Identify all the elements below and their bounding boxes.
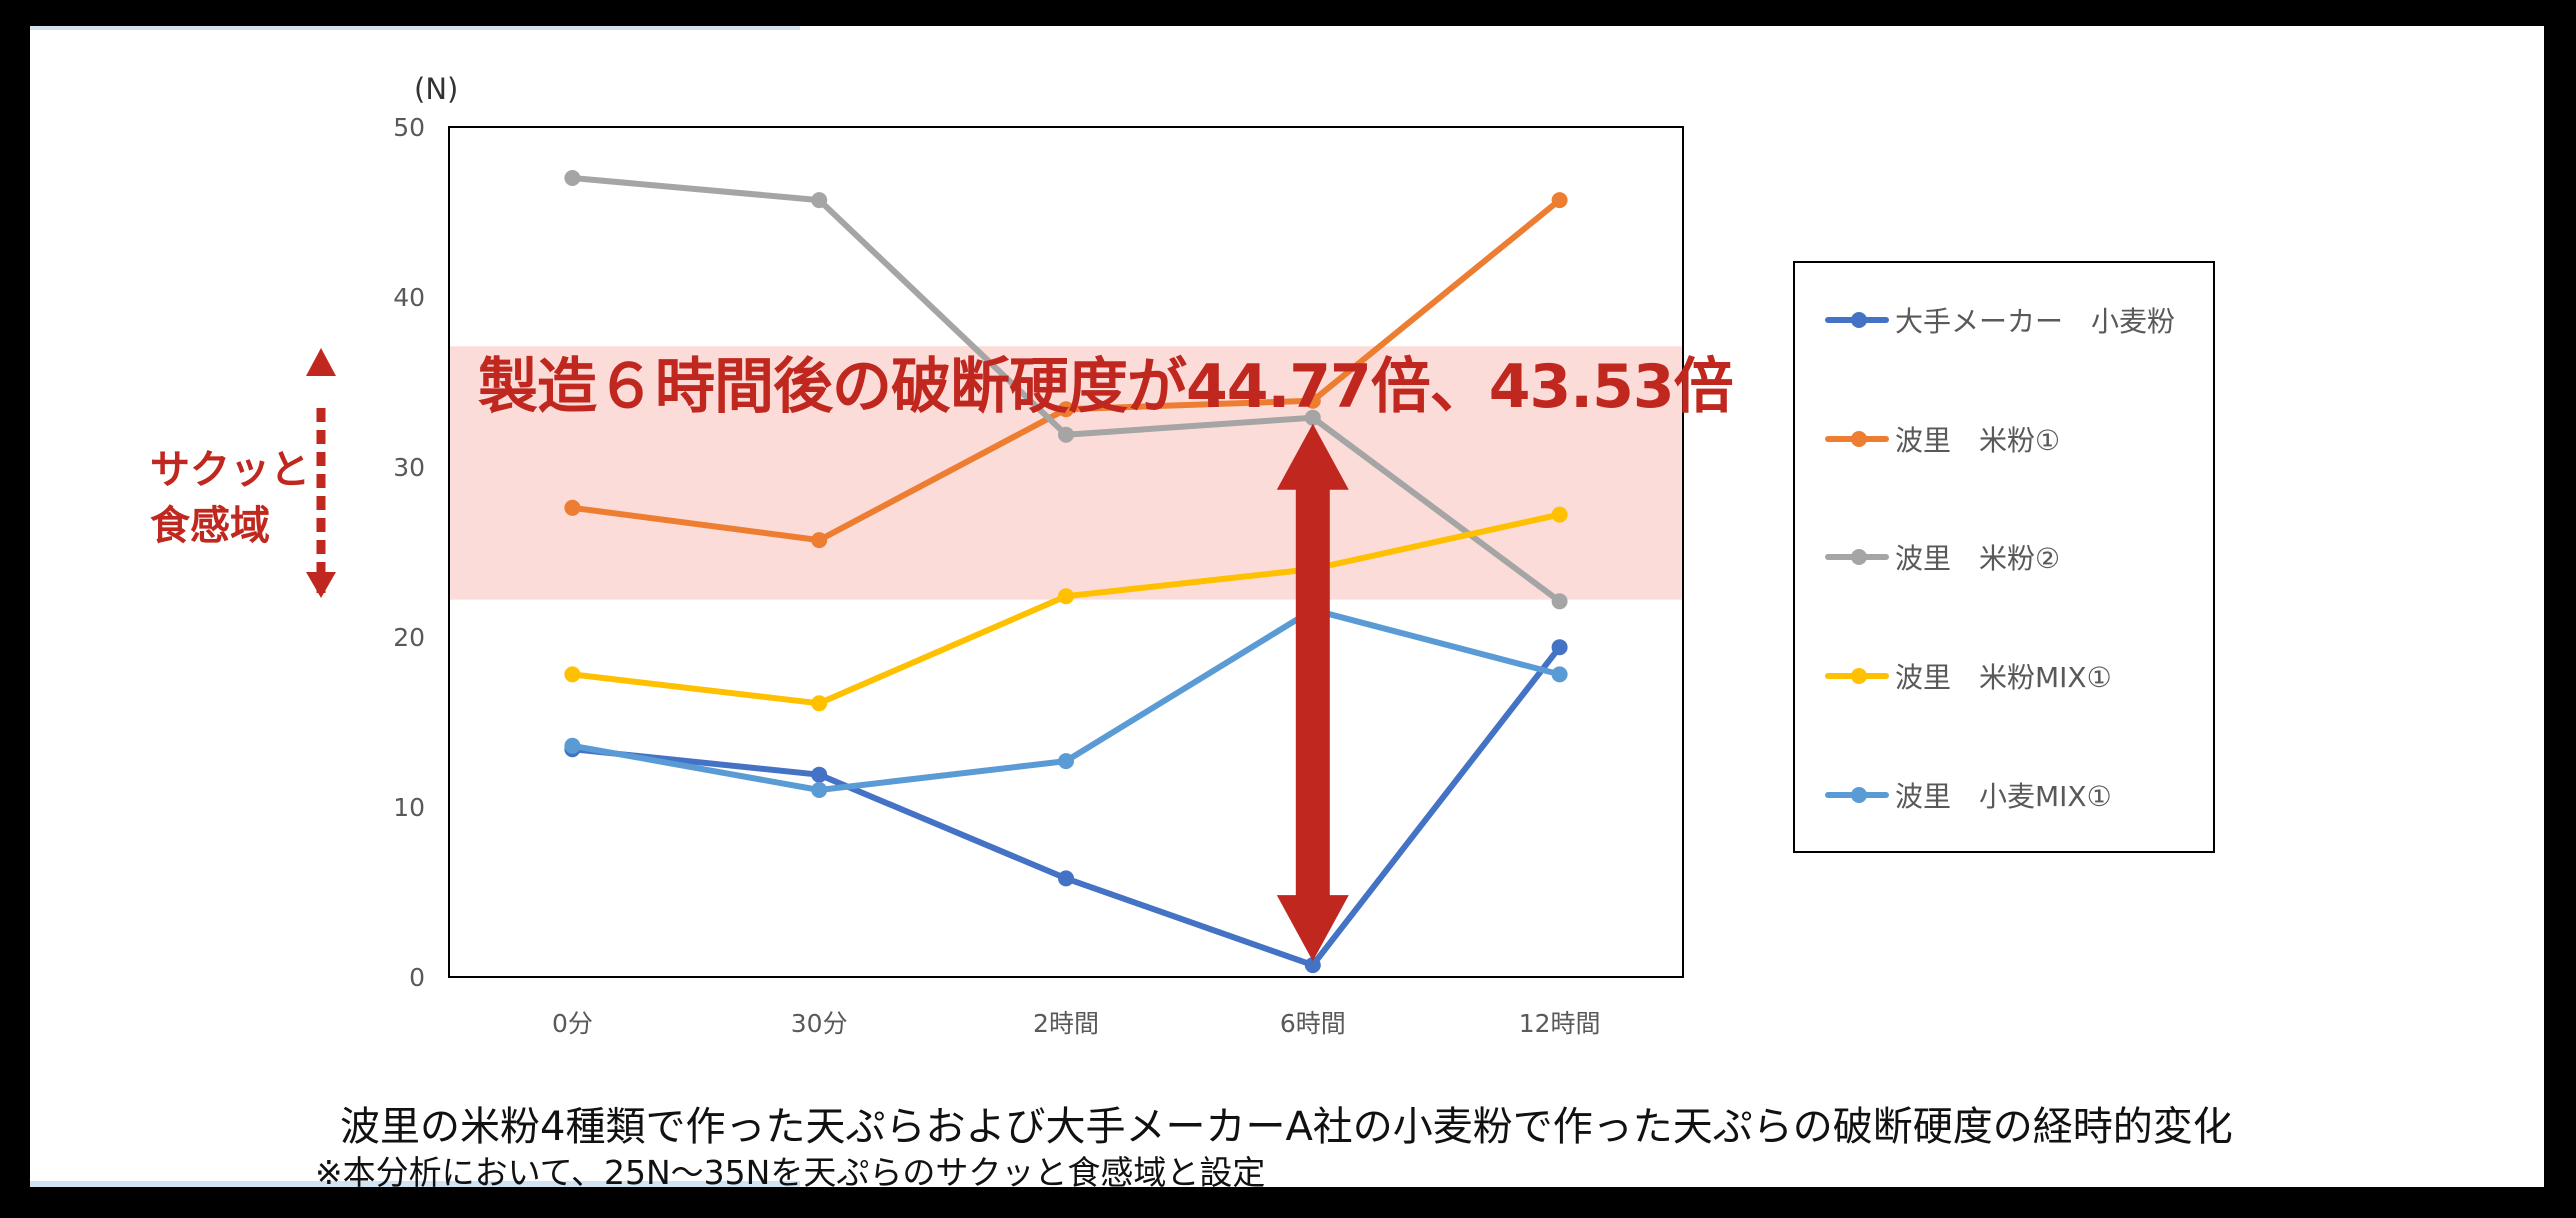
y-tick-label: 10 bbox=[393, 793, 425, 822]
x-tick-label: 2時間 bbox=[1033, 1009, 1099, 1038]
panel-top-edge bbox=[30, 26, 800, 30]
y-axis: 0 10 20 30 40 50 bbox=[393, 113, 425, 992]
data-point bbox=[1304, 392, 1321, 409]
plot-area-frame bbox=[448, 126, 1684, 978]
series-2 bbox=[564, 192, 1568, 549]
data-point bbox=[1551, 192, 1568, 209]
legend: 大手メーカー 小麦粉 波里 米粉① 波里 米粉② 波里 米粉MIX① 波里 小麦… bbox=[1793, 261, 2215, 853]
data-point bbox=[1058, 426, 1074, 443]
data-point bbox=[811, 532, 828, 549]
legend-swatch bbox=[1825, 787, 1889, 803]
data-point bbox=[1551, 593, 1568, 610]
series-lines bbox=[564, 170, 1568, 974]
legend-swatch bbox=[1825, 549, 1889, 565]
data-point bbox=[564, 737, 581, 754]
difference-arrow-head-up bbox=[1276, 423, 1349, 490]
data-point bbox=[1058, 588, 1074, 605]
difference-arrow-shaft bbox=[1295, 487, 1330, 898]
legend-label: 波里 小麦MIX① bbox=[1895, 780, 2112, 813]
annotation-headline: 製造６時間後の破断硬度が44.77倍、43.53倍 bbox=[478, 352, 1734, 422]
data-point bbox=[1551, 666, 1568, 683]
data-point bbox=[1058, 870, 1074, 887]
y-tick-label: 40 bbox=[393, 283, 425, 312]
data-point bbox=[564, 499, 581, 516]
zone-arrow-head-up bbox=[306, 348, 336, 376]
legend-label: 波里 米粉② bbox=[1895, 542, 2061, 575]
data-point bbox=[1304, 409, 1321, 426]
y-axis-unit: (N) bbox=[414, 72, 459, 106]
panel-bottom-edge bbox=[30, 1181, 800, 1187]
data-point bbox=[1551, 506, 1568, 523]
x-axis: 0分 30分 2時間 6時間 12時間 bbox=[552, 1009, 1601, 1038]
zone-arrow bbox=[306, 348, 336, 598]
y-tick-label: 0 bbox=[409, 963, 425, 992]
chart-caption: 波里の米粉4種類で作った天ぷらおよび大手メーカーA社の小麦粉で作った天ぷらの破断… bbox=[340, 1104, 2233, 1150]
legend-item: 波里 小麦MIX① bbox=[1825, 775, 2112, 815]
data-point bbox=[1304, 957, 1321, 974]
legend-swatch bbox=[1825, 431, 1889, 447]
x-tick-label: 12時間 bbox=[1519, 1009, 1601, 1038]
y-tick-label: 20 bbox=[393, 623, 425, 652]
data-point bbox=[811, 192, 828, 209]
legend-swatch bbox=[1825, 312, 1889, 328]
data-point bbox=[1058, 401, 1074, 418]
y-tick-label: 50 bbox=[393, 113, 425, 142]
x-tick-label: 6時間 bbox=[1280, 1009, 1346, 1038]
data-point bbox=[811, 782, 828, 798]
legend-label: 波里 米粉MIX① bbox=[1895, 661, 2112, 694]
legend-swatch bbox=[1825, 668, 1889, 684]
legend-item: 波里 米粉MIX① bbox=[1825, 656, 2112, 696]
series-5 bbox=[564, 601, 1568, 798]
series-3 bbox=[564, 170, 1568, 610]
crisp-texture-band bbox=[449, 346, 1683, 600]
x-tick-label: 0分 bbox=[552, 1009, 593, 1038]
zone-arrow-head-down bbox=[306, 572, 336, 598]
difference-arrow bbox=[1276, 423, 1349, 962]
data-point bbox=[811, 695, 828, 712]
data-point bbox=[1058, 753, 1074, 770]
difference-arrow-head-down bbox=[1276, 895, 1349, 962]
line-chart: 0 10 20 30 40 50 0分 30分 2時間 6時間 12時間 bbox=[306, 113, 1684, 1038]
legend-label: 大手メーカー 小麦粉 bbox=[1895, 305, 2176, 338]
chart-panel: 0 10 20 30 40 50 0分 30分 2時間 6時間 12時間 (N) サクッと 食感域… bbox=[30, 26, 2544, 1192]
legend-item: 波里 米粉① bbox=[1825, 419, 2060, 459]
legend-item: 波里 米粉② bbox=[1825, 537, 2060, 577]
chart-note: ※本分析において、25N〜35Nを天ぷらのサクッと食感域と設定 bbox=[315, 1153, 1266, 1192]
y-tick-label: 30 bbox=[393, 453, 425, 482]
legend-label: 波里 米粉① bbox=[1895, 424, 2061, 457]
x-tick-label: 30分 bbox=[791, 1009, 848, 1038]
data-point bbox=[811, 766, 828, 783]
data-point bbox=[1551, 639, 1568, 656]
legend-item: 大手メーカー 小麦粉 bbox=[1825, 300, 2175, 340]
zone-label: サクッと 食感域 bbox=[150, 447, 310, 549]
series-line bbox=[569, 644, 1563, 969]
data-point bbox=[564, 170, 581, 186]
data-point bbox=[564, 666, 581, 683]
